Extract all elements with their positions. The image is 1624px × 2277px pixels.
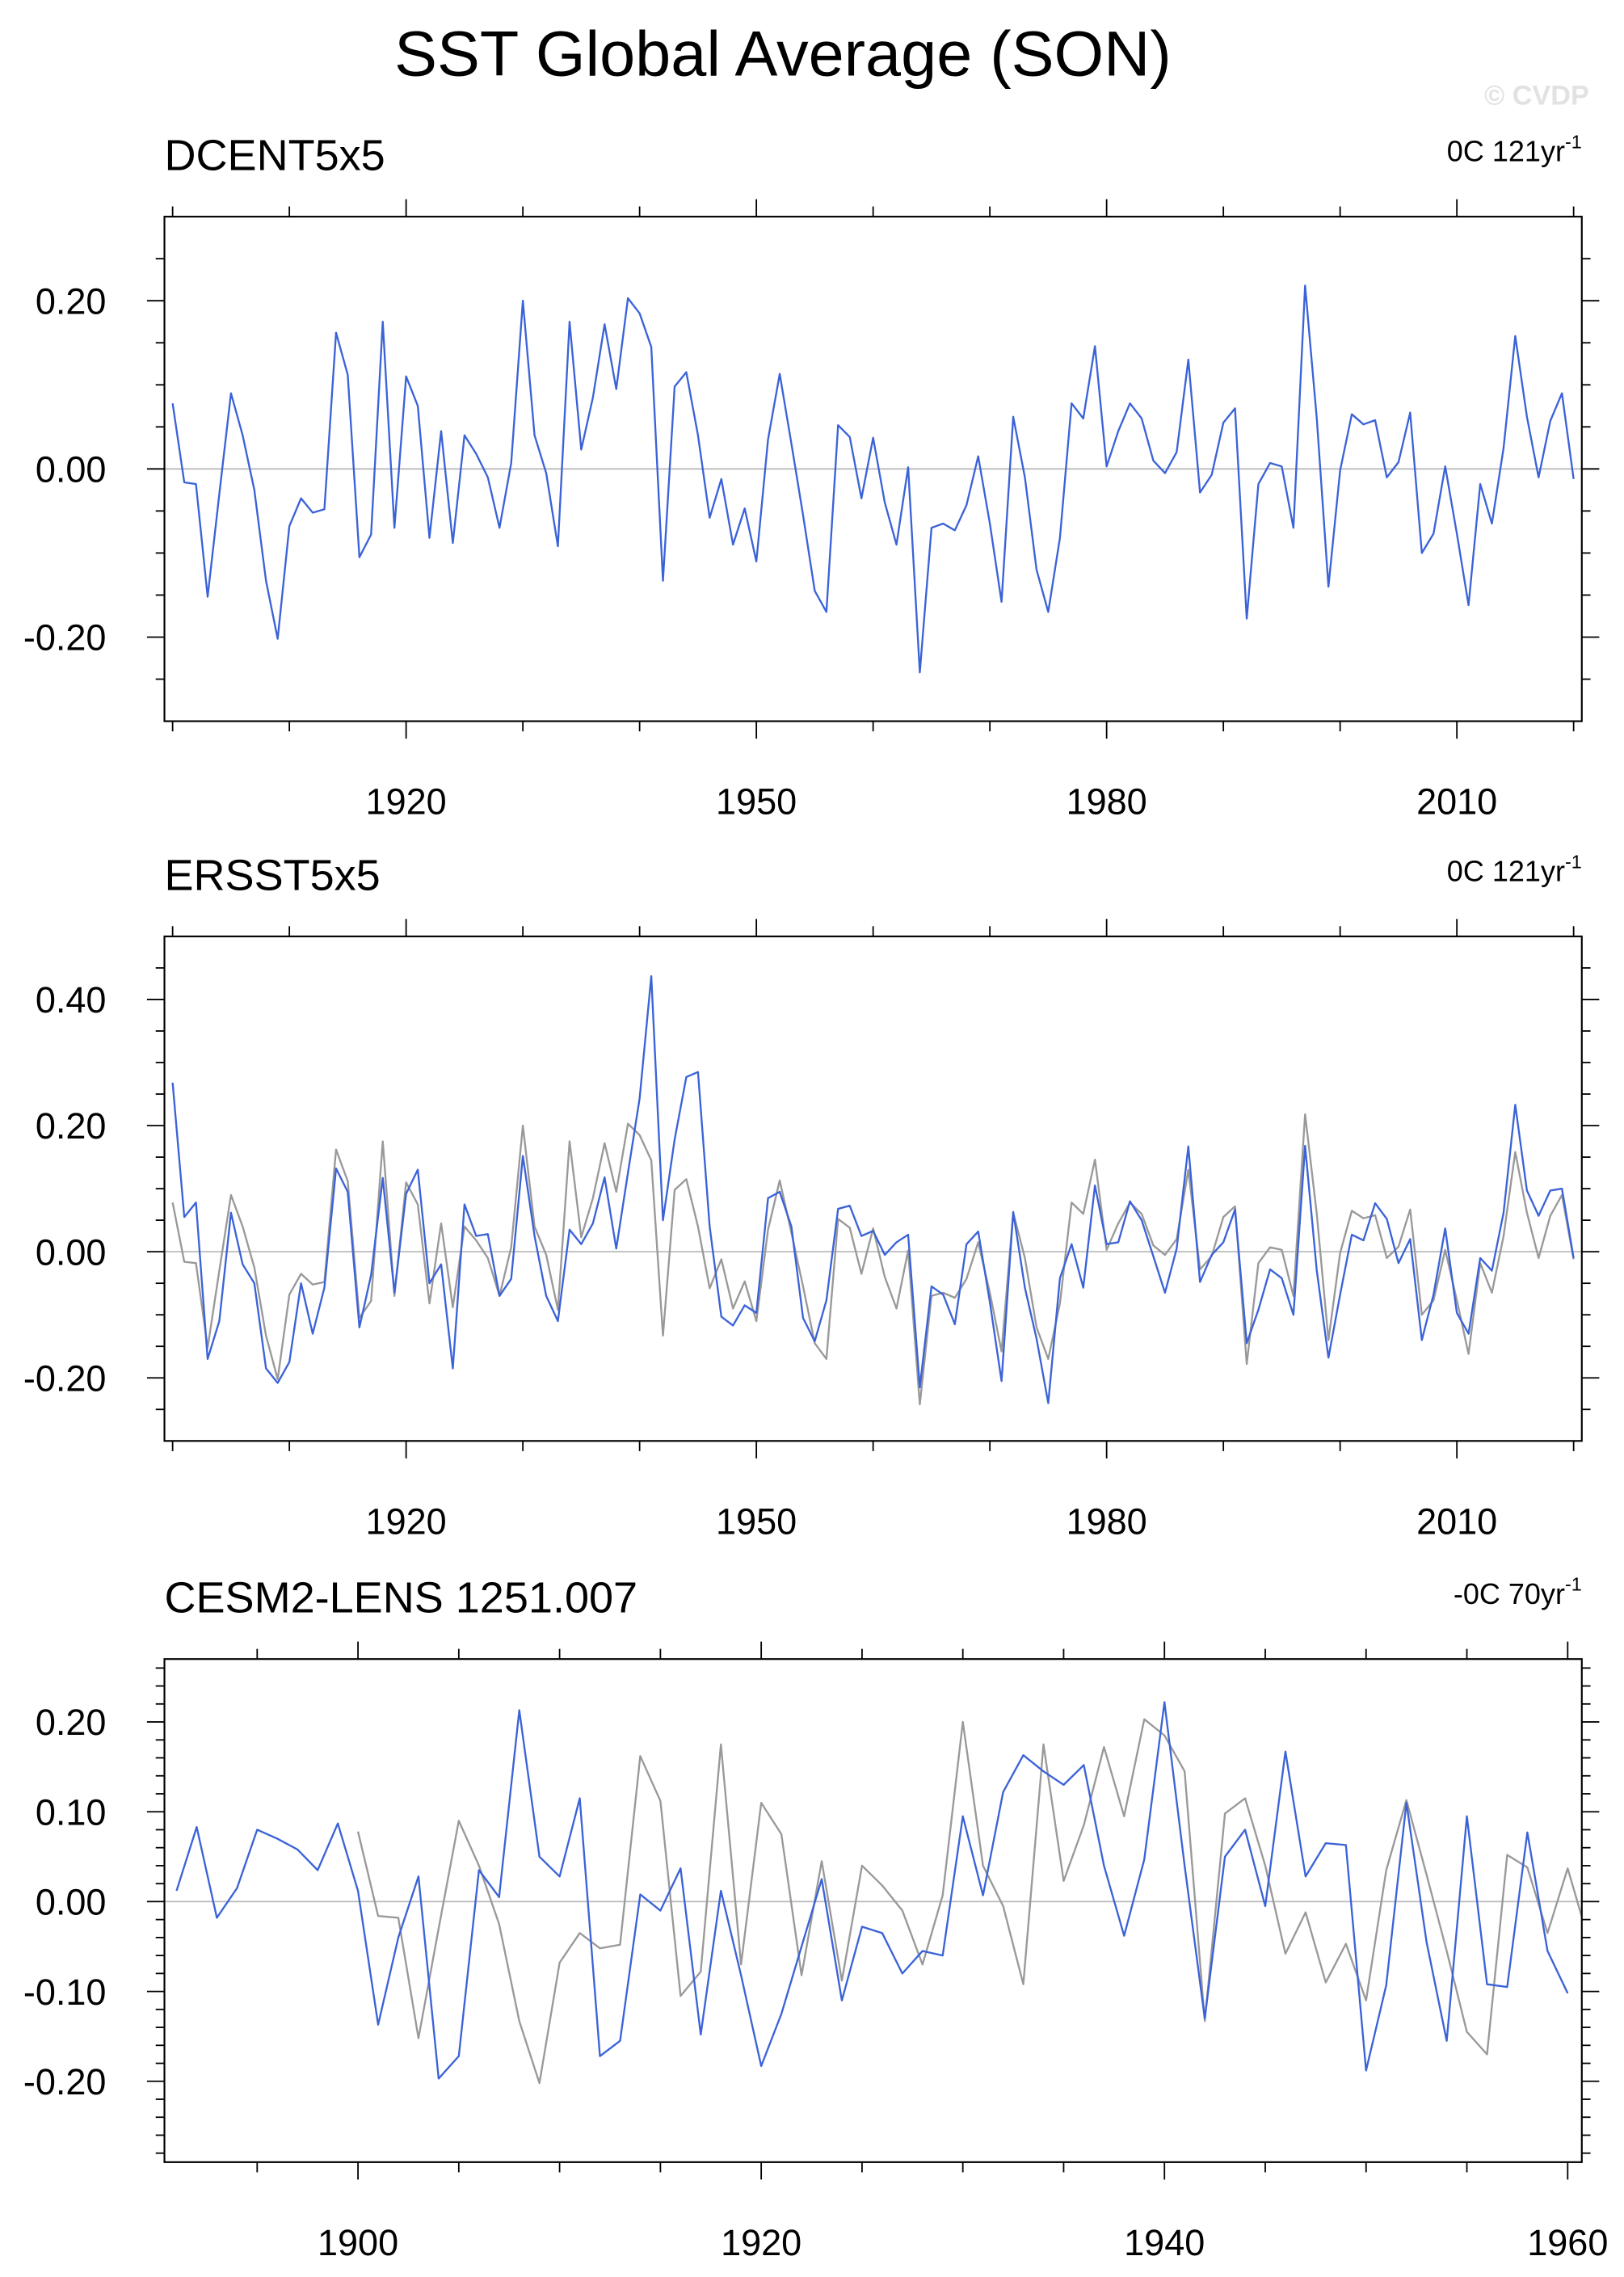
plot-frame [163, 935, 1583, 1442]
panel-title: ERSST5x5 [165, 851, 381, 899]
x-tick-label: 1900 [318, 2222, 398, 2263]
x-tick-label: 1920 [366, 1500, 447, 1542]
trend-exponent: -1 [1565, 132, 1582, 153]
series-line [171, 284, 1575, 674]
trend-exponent: -1 [1565, 851, 1582, 872]
y-tick-label: 0.00 [36, 1231, 107, 1273]
y-tick-label: -0.20 [23, 617, 107, 659]
panel-title: CESM2-LENS 1251.007 [165, 1574, 638, 1623]
y-tick-label: 0.10 [36, 1791, 107, 1833]
plot-frame [163, 1658, 1583, 2163]
watermark: © CVDP [1484, 81, 1589, 112]
series-line [171, 1113, 1575, 1406]
y-tick-label: 0.20 [36, 1105, 107, 1147]
trend-text: -0C 70yr [1454, 1577, 1565, 1610]
figure-title: SST Global Average (SON) [394, 18, 1172, 90]
x-tick-label: 1950 [716, 781, 797, 823]
x-tick-label: 1980 [1067, 1500, 1147, 1542]
x-tick-label: 1950 [716, 1500, 797, 1542]
x-tick-label: 1980 [1067, 781, 1147, 823]
x-tick-label: 2010 [1416, 781, 1497, 823]
y-tick-label: 0.00 [36, 449, 107, 490]
y-tick-label: -0.20 [23, 2061, 107, 2102]
trend-label: 0C 121yr-1 [1447, 851, 1582, 887]
y-tick-label: 0.40 [36, 979, 107, 1021]
series-line [356, 1718, 1582, 2085]
trend-label: -0C 70yr-1 [1454, 1574, 1582, 1610]
y-tick-label: -0.20 [23, 1357, 107, 1399]
trend-exponent: -1 [1565, 1574, 1582, 1595]
panel-title: DCENT5x5 [165, 132, 385, 180]
x-tick-label: 1920 [721, 2222, 801, 2263]
trend-text: 0C 121yr [1447, 855, 1565, 888]
x-tick-label: 2010 [1416, 1500, 1497, 1542]
y-tick-label: 0.00 [36, 1882, 107, 1923]
series-line [171, 974, 1575, 1404]
y-tick-label: -0.10 [23, 1972, 107, 2013]
x-tick-label: 1960 [1527, 2222, 1608, 2263]
trend-text: 0C 121yr [1447, 135, 1565, 168]
series-line [175, 1701, 1569, 2080]
x-tick-label: 1920 [366, 781, 447, 823]
x-tick-label: 1940 [1124, 2222, 1205, 2263]
trend-label: 0C 121yr-1 [1447, 132, 1582, 168]
y-tick-label: 0.20 [36, 1702, 107, 1743]
y-tick-label: 0.20 [36, 280, 107, 322]
